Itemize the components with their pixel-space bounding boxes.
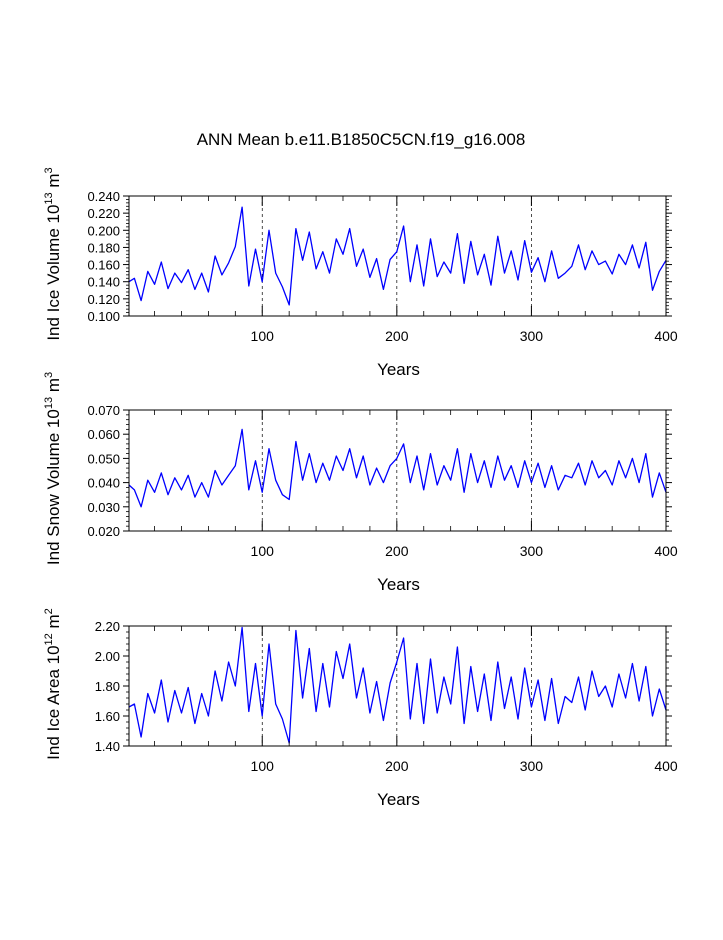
x-axis-title: Years — [377, 360, 420, 379]
y-tick-label: 1.40 — [95, 739, 120, 754]
x-tick-label: 300 — [520, 758, 544, 774]
y-tick-label: 0.100 — [87, 309, 120, 324]
y-axis-title-exponent: 12 — [43, 633, 55, 645]
y-tick-label: 2.20 — [95, 619, 120, 634]
chart-panel-1: 100 200 300 400 0.100 0.120 0.140 0.160 0.180 0.2… — [43, 167, 678, 379]
y-tick-label: 0.220 — [87, 206, 120, 221]
y-tick-label: 1.60 — [95, 709, 120, 724]
figure-title: ANN Mean b.e11.B1850C5CN.f19_g16.008 — [197, 130, 526, 149]
x-tick-label: 400 — [654, 543, 678, 559]
y-tick-label: 0.180 — [87, 240, 120, 255]
x-tick-label: 300 — [520, 543, 544, 559]
plot-frame — [128, 195, 667, 317]
y-tick-label: 0.070 — [87, 403, 120, 418]
x-axis-title: Years — [377, 790, 420, 809]
x-tick-label: 400 — [654, 328, 678, 344]
y-tick-label: 0.160 — [87, 258, 120, 273]
y-axis-title-unit: m — [44, 614, 63, 633]
y-axis-title: Ind Ice Volume 1013 m3 — [43, 167, 63, 340]
plot-frame — [128, 625, 667, 747]
y-axis-title: Ind Ice Area 1012 m2 — [43, 608, 63, 760]
data-series-line — [128, 626, 667, 744]
y-tick-label: 0.030 — [87, 500, 120, 515]
y-tick-label: 0.140 — [87, 275, 120, 290]
y-tick-label: 0.020 — [87, 524, 120, 539]
y-axis-title-unit: m — [44, 378, 63, 397]
y-axis-title-unit-exponent: 3 — [43, 372, 55, 378]
x-tick-label: 100 — [251, 328, 275, 344]
y-axis-title-exponent: 13 — [43, 397, 55, 409]
y-tick-label: 0.120 — [87, 292, 120, 307]
x-tick-label: 200 — [385, 328, 409, 344]
x-tick-label: 300 — [520, 328, 544, 344]
x-tick-label: 100 — [251, 758, 275, 774]
y-tick-label: 1.80 — [95, 679, 120, 694]
y-tick-label: 0.050 — [87, 451, 120, 466]
y-axis-title-unit-exponent: 3 — [43, 167, 55, 173]
x-tick-label: 200 — [385, 758, 409, 774]
data-series-line — [128, 206, 667, 306]
y-axis-title: Ind Snow Volume 1013 m3 — [43, 372, 63, 565]
panels-group: 100 200 300 400 0.100 0.120 0.140 0.160 0.180 0.2… — [43, 167, 678, 809]
y-axis-title-text: Ind Ice Area 10 — [44, 645, 63, 759]
y-axis-title-text: Ind Snow Volume 10 — [44, 409, 63, 565]
y-tick-label: 0.060 — [87, 427, 120, 442]
y-tick-label: 2.00 — [95, 649, 120, 664]
plot-frame — [128, 409, 667, 532]
x-tick-label: 400 — [654, 758, 678, 774]
data-series-line — [128, 428, 667, 508]
y-tick-label: 0.040 — [87, 476, 120, 491]
y-axis-title-text: Ind Ice Volume 10 — [44, 205, 63, 341]
y-tick-label: 0.240 — [87, 189, 120, 204]
x-tick-label: 100 — [251, 543, 275, 559]
y-tick-label: 0.200 — [87, 223, 120, 238]
y-axis-title-exponent: 13 — [43, 192, 55, 204]
x-tick-label: 200 — [385, 543, 409, 559]
y-axis-title-unit: m — [44, 173, 63, 192]
y-axis-title-unit-exponent: 2 — [43, 608, 55, 614]
chart-panel-3: 100 200 300 400 1.40 1.60 1.80 2.00 2.20 Years Ind… — [43, 608, 678, 809]
chart-panel-2: 100 200 300 400 0.020 0.030 0.040 0.050 0.060 0.0… — [43, 372, 678, 594]
x-axis-title: Years — [377, 575, 420, 594]
